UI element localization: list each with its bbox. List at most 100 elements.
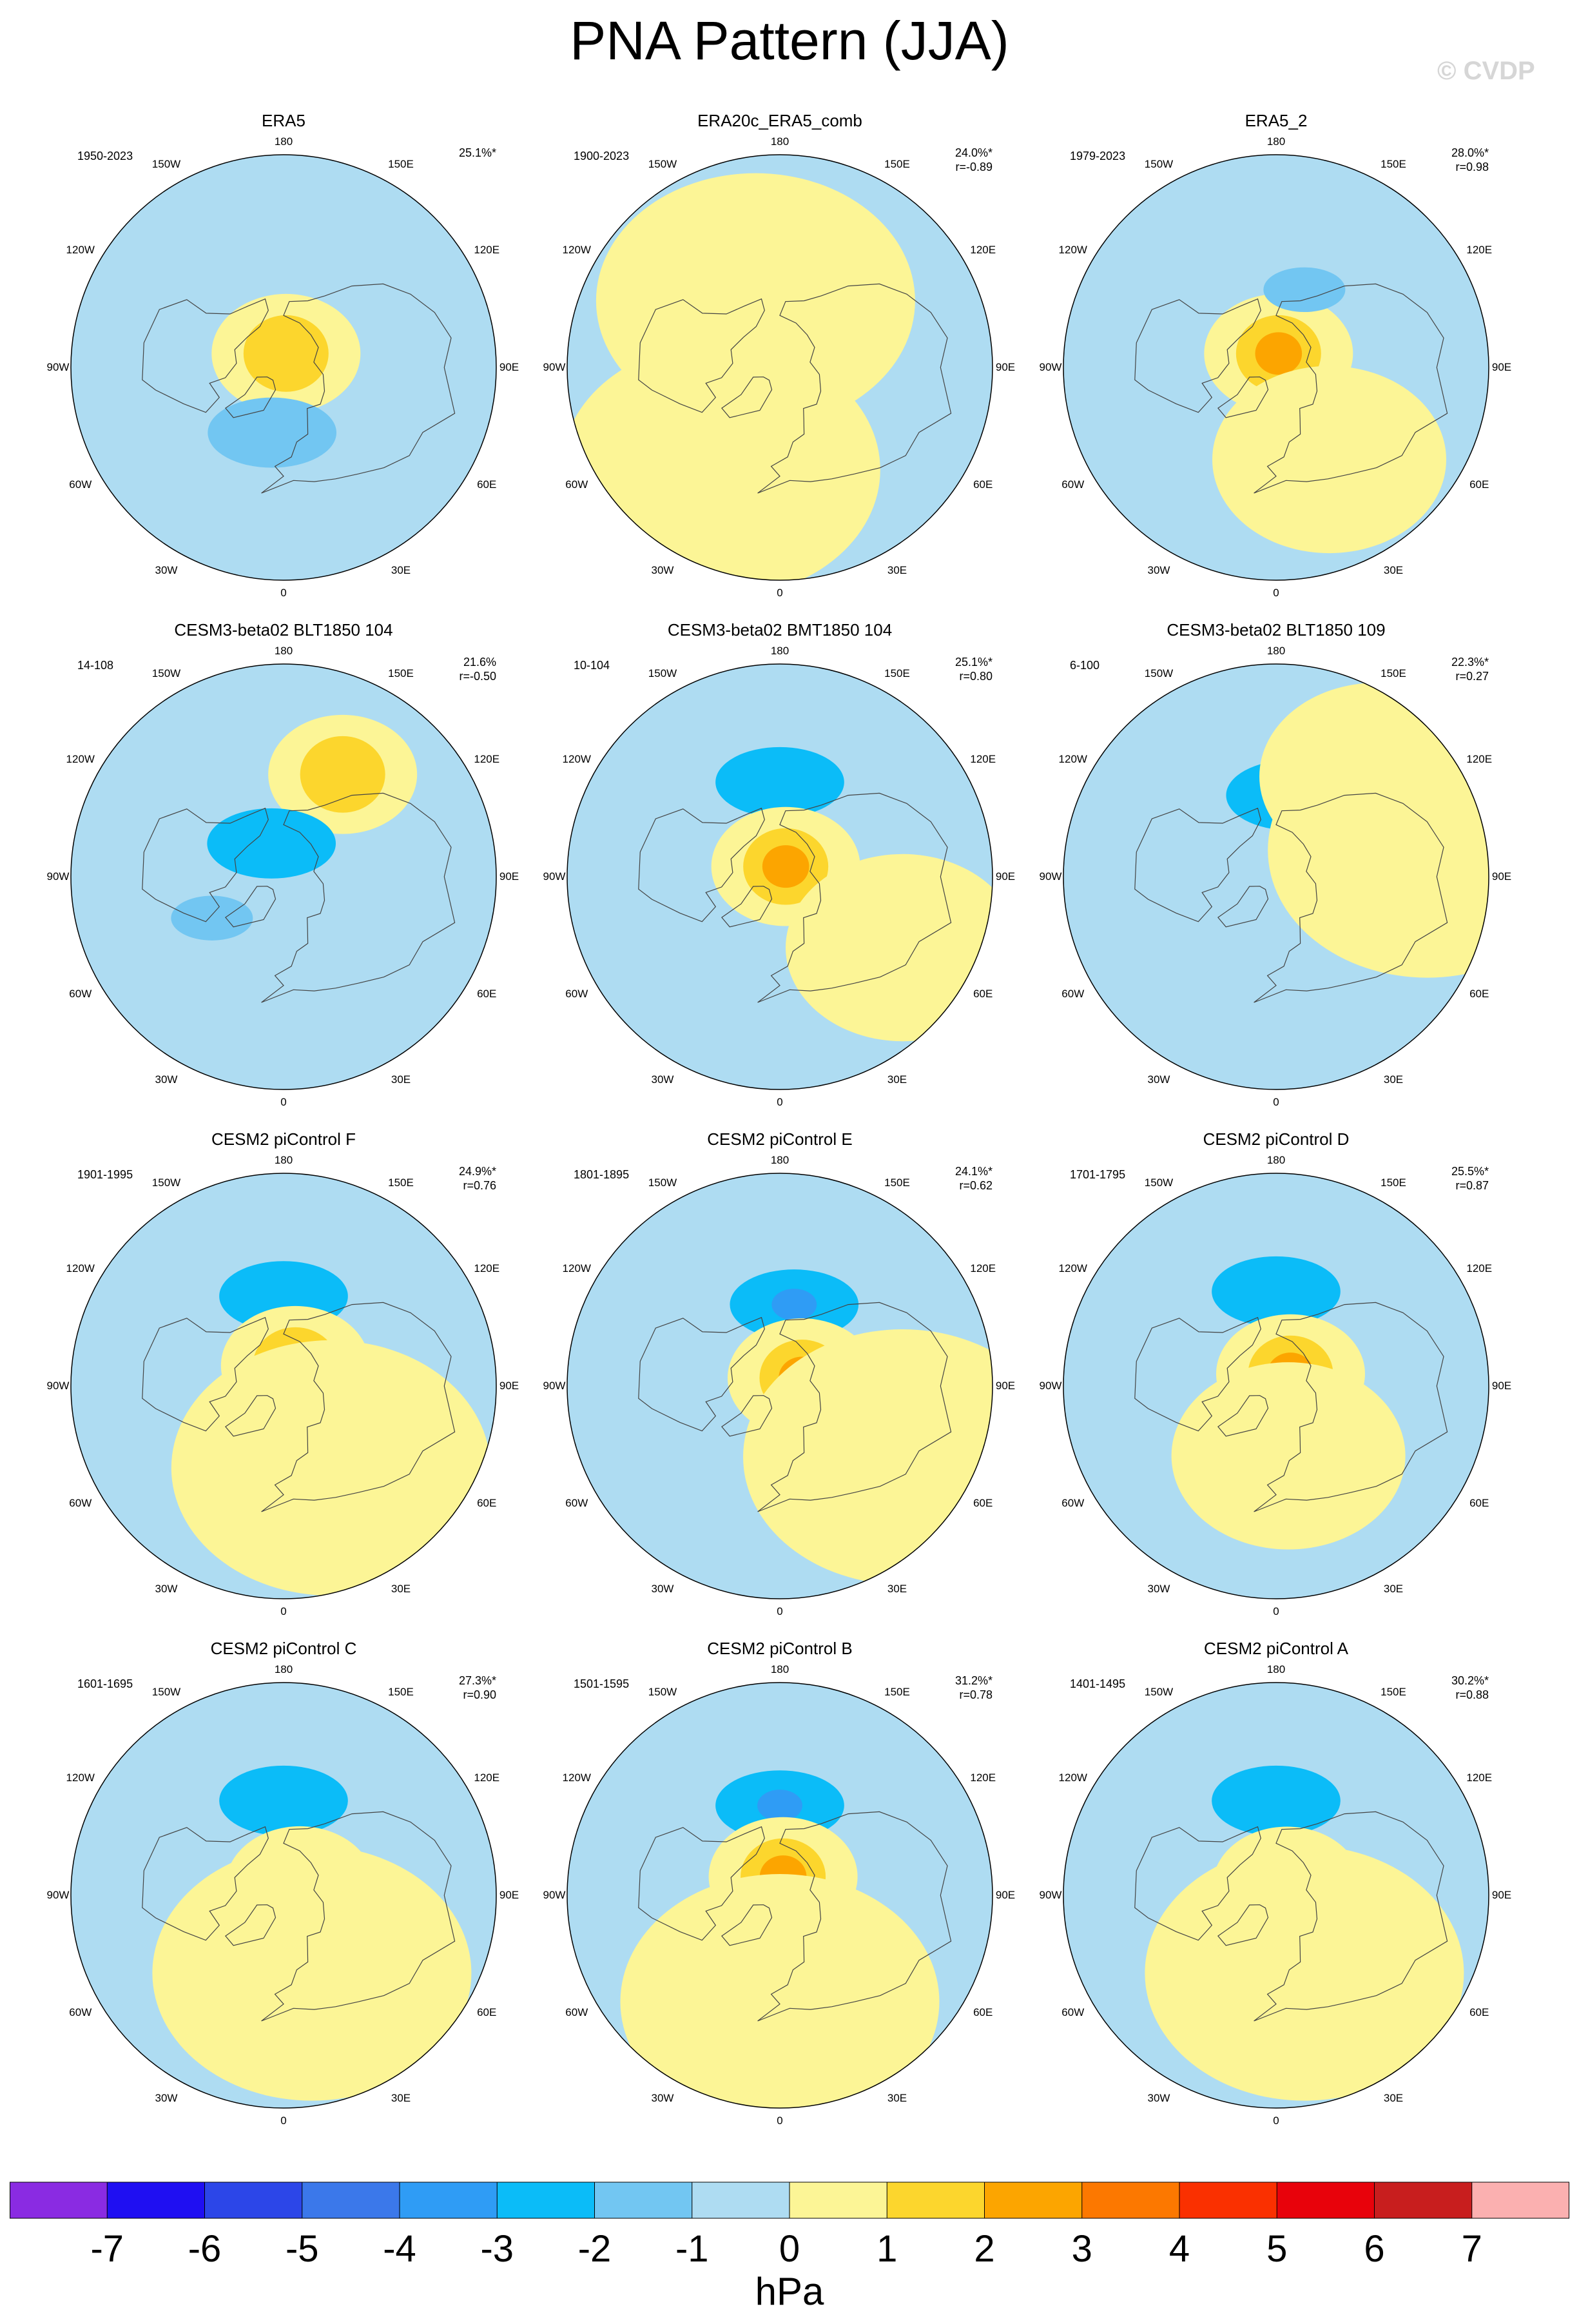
longitude-label: 90W [543, 1889, 566, 1901]
pattern-correlation: r=-0.50 [459, 670, 496, 683]
longitude-label: 120W [66, 753, 95, 765]
longitude-label: 0 [777, 587, 783, 599]
longitude-label: 0 [280, 1096, 287, 1108]
longitude-label: 150W [151, 157, 181, 170]
colorbar-swatch [790, 2182, 887, 2218]
anomaly-positive-halo [786, 854, 993, 1042]
longitude-label: 120E [474, 753, 500, 765]
longitude-label: 180 [1266, 645, 1286, 657]
coastline [721, 1395, 773, 1437]
longitude-label: 60W [1061, 478, 1085, 491]
panel-period: 1950-2023 [77, 150, 133, 162]
map-border [1063, 663, 1489, 1090]
longitude-label: 90E [499, 361, 519, 373]
coastline [1217, 1395, 1269, 1437]
polar-map [1063, 154, 1489, 581]
coastline [638, 807, 765, 923]
longitude-label: 90W [543, 1380, 566, 1392]
panel-stats: 30.2%* r=0.88 [1424, 1674, 1489, 1702]
coastline [1254, 1302, 1448, 1512]
anomaly-positive-core [762, 845, 809, 888]
anomaly-positive-halo [152, 1845, 472, 2101]
longitude-label: 30E [1383, 2092, 1404, 2105]
longitude-label: 30W [155, 2092, 178, 2105]
longitude-label: 30E [887, 1583, 907, 1596]
anomaly-positive-mid [300, 736, 385, 813]
colorbar-swatch [692, 2182, 790, 2218]
anomaly-positive-halo [620, 1874, 940, 2108]
longitude-label: 150W [648, 667, 677, 679]
longitude-label: 90W [543, 870, 566, 883]
longitude-label: 0 [280, 1605, 287, 1617]
longitude-label: 30E [1383, 564, 1404, 577]
longitude-label: 180 [770, 1663, 790, 1675]
polar-map [567, 154, 993, 581]
longitude-label: 60W [69, 1497, 92, 1509]
longitude-label: 120W [1058, 244, 1087, 256]
longitude-label: 150W [1144, 1176, 1174, 1189]
pattern-correlation: r=-0.89 [955, 161, 993, 173]
coastline [757, 792, 952, 1003]
coastline [225, 376, 276, 418]
longitude-label: 30E [887, 564, 907, 577]
colorbar-swatch [204, 2182, 302, 2218]
longitude-label: 60W [69, 988, 92, 1000]
longitude-label: 90W [1039, 1889, 1062, 1901]
panel-stats: 25.5%* r=0.87 [1424, 1164, 1489, 1193]
map-border [70, 1173, 497, 1599]
longitude-label: 120W [562, 1772, 591, 1784]
panel-title: CESM3-beta02 BLT1850 109 [1167, 620, 1386, 640]
variance-explained: 28.0%* [1451, 146, 1489, 159]
colorbar-swatch [1471, 2182, 1569, 2218]
map-panel: CESM2 piControl E 1801-1895 24.1%* r=0.62 18… [535, 1128, 1025, 1637]
longitude-label: 30W [1147, 1583, 1170, 1596]
longitude-label: 120W [1058, 1772, 1087, 1784]
panel-stats: 28.0%* r=0.98 [1424, 146, 1489, 174]
coastline [1254, 283, 1448, 494]
panel-stats: 24.9%* r=0.76 [432, 1164, 496, 1193]
polar-map [1063, 1682, 1489, 2109]
longitude-label: 0 [777, 1605, 783, 1617]
map-border [70, 1682, 497, 2109]
coastline [638, 298, 765, 413]
anomaly-negative [207, 808, 336, 879]
map-panel: ERA5_2 1979-2023 28.0%* r=0.98 180 150E 120E 90… [1031, 110, 1521, 619]
colorbar-units: hPa [755, 2270, 824, 2313]
colorbar-tick-label: 6 [1364, 2228, 1385, 2270]
map-panel: CESM3-beta02 BLT1850 104 14-108 21.6% r=-0.… [39, 619, 528, 1128]
anomaly-positive-mid [243, 315, 329, 392]
coastline [142, 1316, 269, 1432]
longitude-label: 90E [1491, 361, 1512, 373]
variance-explained: 24.9%* [458, 1165, 496, 1178]
panel-title: CESM2 piControl A [1204, 1639, 1348, 1658]
panel-stats: 25.1%* r=0.80 [928, 655, 993, 683]
colorbar-tick-label: 3 [1071, 2228, 1092, 2270]
longitude-label: 30E [391, 1583, 411, 1596]
longitude-label: 150W [648, 1685, 677, 1698]
panel-period: 1501-1595 [574, 1677, 630, 1690]
colorbar-swatch [107, 2182, 205, 2218]
coastline [1134, 807, 1261, 923]
polar-map [70, 1173, 497, 1599]
panel-period: 1901-1995 [77, 1168, 133, 1181]
map-border [567, 663, 993, 1090]
map-border [567, 1682, 993, 2109]
colorbar-tick-label: 5 [1266, 2228, 1288, 2270]
pattern-correlation: r=0.76 [463, 1179, 496, 1192]
pattern-correlation: r=0.62 [959, 1179, 993, 1192]
panel-title: ERA20c_ERA5_comb [697, 111, 862, 130]
longitude-label: 180 [770, 135, 790, 148]
anomaly-negative-core [771, 1289, 817, 1321]
longitude-label: 30W [155, 564, 178, 577]
variance-explained: 25.1%* [458, 146, 496, 159]
colorbar-swatch [1374, 2182, 1472, 2218]
colorbar-swatch [497, 2182, 595, 2218]
longitude-label: 30E [1383, 1073, 1404, 1086]
longitude-label: 150E [388, 1685, 414, 1698]
colorbar-tick-label: -2 [577, 2228, 612, 2270]
panel-title: CESM3-beta02 BMT1850 104 [667, 620, 893, 640]
panel-period: 1801-1895 [574, 1168, 630, 1181]
colorbar-swatch [10, 2182, 108, 2218]
variance-explained: 25.1%* [954, 656, 993, 669]
longitude-label: 90E [1491, 870, 1512, 883]
